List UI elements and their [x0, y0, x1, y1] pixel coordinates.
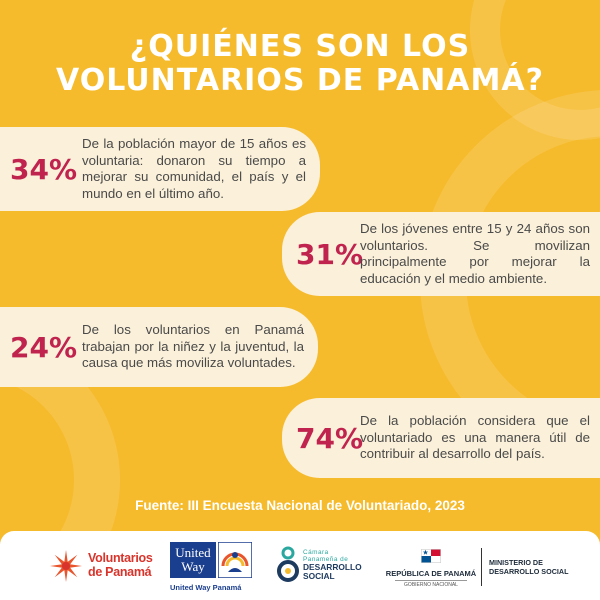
logo-divider [481, 548, 482, 586]
camara-wordmark: Cámara Panameña de DESARROLLO SOCIAL [303, 549, 362, 581]
republica-subtitle: GOBIERNO NACIONAL [395, 580, 467, 588]
stat-description: De la población considera que el volunta… [360, 413, 590, 462]
stat-card-34: 34% De la población mayor de 15 años es … [0, 127, 320, 211]
stat-percent: 24% [10, 330, 78, 364]
camara-desarrollo-social-logo: Cámara Panameña de DESARROLLO SOCIAL [275, 543, 375, 591]
republica-de-panama-logo: REPÚBLICA DE PANAMÁ GOBIERNO NACIONAL [383, 548, 479, 588]
stat-percent: 31% [296, 237, 364, 271]
hand-rainbow-icon [218, 542, 252, 578]
stat-card-24: 24% De los voluntarios en Panamá trabaja… [0, 307, 318, 387]
voluntarios-wordmark: Voluntarios de Panamá [88, 551, 153, 579]
stat-percent: 34% [10, 152, 78, 186]
title-line-1: ¿QUIÉNES SON LOS [129, 29, 471, 64]
stat-card-74: 74% De la población considera que el vol… [282, 398, 600, 478]
logo-footer: Voluntarios de Panamá United Way United … [0, 531, 600, 600]
ministerio-desarrollo-social-logo: MINISTERIO DE DESARROLLO SOCIAL [489, 558, 569, 576]
panama-flag-icon [421, 549, 441, 563]
united-way-caption: United Way Panamá [170, 583, 242, 592]
republica-name: REPÚBLICA DE PANAMÁ [385, 569, 477, 578]
starburst-icon [50, 550, 82, 582]
title-line-2: VOLUNTARIOS DE PANAMÁ? [56, 63, 544, 98]
voluntarios-de-panama-logo: Voluntarios de Panamá [48, 548, 160, 584]
stat-card-31: 31% De los jóvenes entre 15 y 24 años so… [282, 212, 600, 296]
stat-description: De la población mayor de 15 años es volu… [82, 136, 306, 201]
source-note: Fuente: III Encuesta Nacional de Volunta… [135, 498, 465, 513]
stat-description: De los jóvenes entre 15 y 24 años son vo… [360, 221, 590, 286]
stat-description: De los voluntarios en Panamá trabajan po… [82, 322, 304, 371]
page-title: ¿QUIÉNES SON LOS VOLUNTARIOS DE PANAMÁ? [0, 30, 600, 98]
swirl-icon [277, 546, 299, 582]
united-way-wordmark: United Way [170, 542, 216, 578]
stat-percent: 74% [296, 421, 364, 455]
united-way-logo: United Way United Way Panamá [170, 542, 252, 598]
